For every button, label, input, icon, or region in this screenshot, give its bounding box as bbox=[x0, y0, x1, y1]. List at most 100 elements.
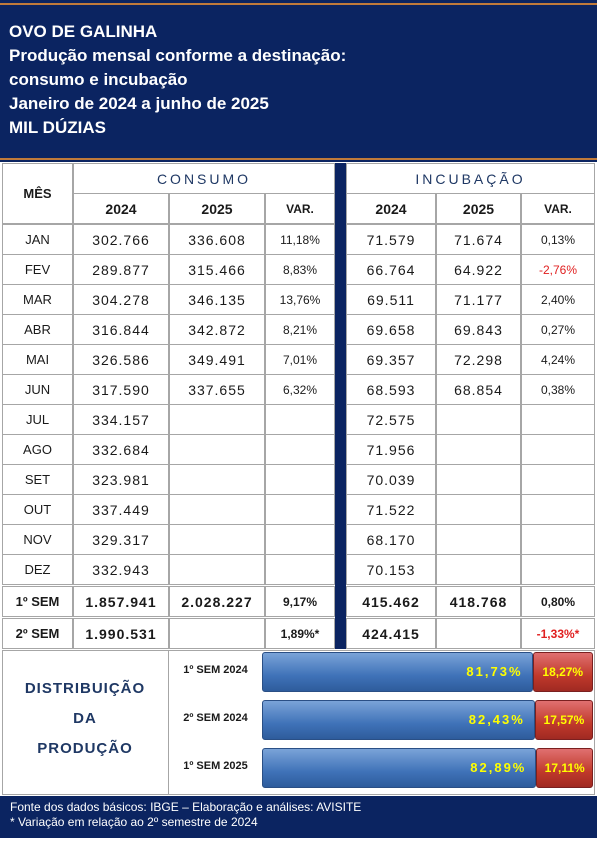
table-cell bbox=[169, 618, 265, 649]
table-cell: 69.357 bbox=[346, 344, 436, 375]
table-cell: 302.766 bbox=[73, 224, 169, 255]
table-cell: 332.684 bbox=[73, 434, 169, 465]
distribution-box bbox=[2, 650, 595, 795]
table-cell bbox=[436, 404, 521, 435]
distribution-title: DISTRIBUIÇÃO bbox=[24, 680, 146, 697]
table-cell: 2,40% bbox=[521, 284, 595, 315]
footer-band bbox=[0, 796, 597, 838]
month-header: MÊS bbox=[2, 163, 73, 224]
table-cell bbox=[265, 464, 335, 495]
table-cell: 349.491 bbox=[169, 344, 265, 375]
table-cell bbox=[521, 434, 595, 465]
table-cell: 415.462 bbox=[346, 586, 436, 617]
bar-consumo bbox=[262, 748, 537, 788]
table-cell: 334.157 bbox=[73, 404, 169, 435]
table-cell: 1.857.941 bbox=[73, 586, 169, 617]
table-cell: 0,27% bbox=[521, 314, 595, 345]
divider bbox=[335, 163, 346, 649]
table-cell: 71.674 bbox=[436, 224, 521, 255]
column-header: 2024 bbox=[73, 193, 169, 224]
table-cell: 332.943 bbox=[73, 554, 169, 585]
table-cell: 8,83% bbox=[265, 254, 335, 285]
header-line: OVO DE GALINHA bbox=[9, 22, 158, 41]
distribution-title: DA bbox=[73, 710, 97, 727]
table-cell: 13,76% bbox=[265, 284, 335, 315]
bar-incubacao bbox=[532, 652, 593, 692]
table-cell: 316.844 bbox=[73, 314, 169, 345]
column-header: VAR. bbox=[265, 193, 335, 224]
table-cell bbox=[436, 464, 521, 495]
row-label: ABR bbox=[2, 314, 73, 345]
table-cell: 2.028.227 bbox=[169, 586, 265, 617]
table-cell bbox=[521, 494, 595, 525]
bar-value: 81,73% bbox=[466, 664, 523, 679]
table-cell: 64.922 bbox=[436, 254, 521, 285]
header-band bbox=[0, 0, 597, 162]
table-cell: 71.579 bbox=[346, 224, 436, 255]
group-header: INCUBAÇÃO bbox=[346, 163, 595, 194]
row-label: AGO bbox=[2, 434, 73, 465]
table-cell: 0,38% bbox=[521, 374, 595, 405]
bar-consumo bbox=[262, 700, 535, 740]
table-cell: 7,01% bbox=[265, 344, 335, 375]
table-cell bbox=[265, 404, 335, 435]
bar-incubacao bbox=[536, 748, 593, 788]
table-cell bbox=[169, 554, 265, 585]
table-cell bbox=[436, 618, 521, 649]
table-cell: 68.593 bbox=[346, 374, 436, 405]
header-line: consumo e incubação bbox=[9, 70, 188, 89]
row-label: 2º SEM bbox=[2, 618, 73, 649]
table-cell bbox=[169, 464, 265, 495]
table-cell: 336.608 bbox=[169, 224, 265, 255]
table-cell: 68.854 bbox=[436, 374, 521, 405]
row-label: MAI bbox=[2, 344, 73, 375]
table-cell: 72.298 bbox=[436, 344, 521, 375]
table-cell bbox=[169, 434, 265, 465]
table-cell: 1.990.531 bbox=[73, 618, 169, 649]
table-cell: 71.956 bbox=[346, 434, 436, 465]
table-cell bbox=[436, 524, 521, 555]
row-label: JUN bbox=[2, 374, 73, 405]
row-label: OUT bbox=[2, 494, 73, 525]
row-label: DEZ bbox=[2, 554, 73, 585]
table-cell: 9,17% bbox=[265, 586, 335, 617]
table-cell: 71.522 bbox=[346, 494, 436, 525]
header-line: MIL DÚZIAS bbox=[9, 118, 106, 137]
table-cell bbox=[436, 554, 521, 585]
table-cell bbox=[265, 494, 335, 525]
table-cell bbox=[521, 554, 595, 585]
group-header: CONSUMO bbox=[73, 163, 335, 194]
row-label: SET bbox=[2, 464, 73, 495]
table-cell bbox=[169, 524, 265, 555]
bar-label: 1º SEM 2024 bbox=[183, 664, 248, 676]
separator bbox=[168, 650, 169, 795]
table-cell: 0,13% bbox=[521, 224, 595, 255]
table-cell: 1,89%* bbox=[265, 618, 335, 649]
table-cell: 11,18% bbox=[265, 224, 335, 255]
table-cell: 346.135 bbox=[169, 284, 265, 315]
table-cell: 4,24% bbox=[521, 344, 595, 375]
table-cell: 0,80% bbox=[521, 586, 595, 617]
table-cell: 70.039 bbox=[346, 464, 436, 495]
table-cell bbox=[521, 524, 595, 555]
row-label: NOV bbox=[2, 524, 73, 555]
table-cell bbox=[265, 434, 335, 465]
table-cell: 66.764 bbox=[346, 254, 436, 285]
row-label: JAN bbox=[2, 224, 73, 255]
row-label: FEV bbox=[2, 254, 73, 285]
bar-consumo bbox=[262, 652, 533, 692]
table-cell: 68.170 bbox=[346, 524, 436, 555]
table-cell bbox=[436, 434, 521, 465]
table-cell: 342.872 bbox=[169, 314, 265, 345]
header-line: Produção mensal conforme a destinação: bbox=[9, 46, 347, 65]
table-cell bbox=[521, 404, 595, 435]
column-header: VAR. bbox=[521, 193, 595, 224]
row-label: MAR bbox=[2, 284, 73, 315]
table-cell: 326.586 bbox=[73, 344, 169, 375]
table-cell bbox=[521, 464, 595, 495]
table-cell bbox=[169, 494, 265, 525]
table-cell bbox=[265, 554, 335, 585]
header-line: Janeiro de 2024 a junho de 2025 bbox=[9, 94, 269, 113]
row-label: 1º SEM bbox=[2, 586, 73, 617]
